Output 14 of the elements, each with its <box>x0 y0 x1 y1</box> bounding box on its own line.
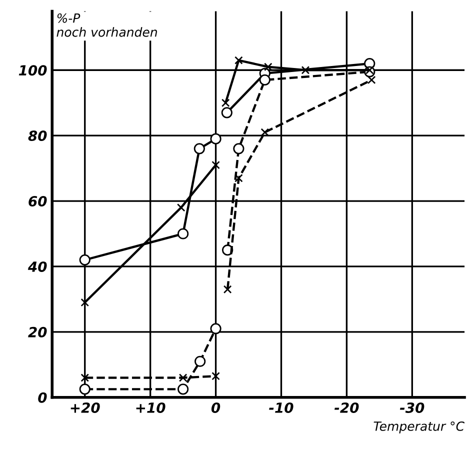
y-tick-label: 40 <box>28 261 47 272</box>
y-axis-title: %-P noch vorhanden <box>56 13 157 37</box>
y-tick-label: 0 <box>38 392 47 403</box>
y-tick-label: 80 <box>28 130 47 142</box>
x-tick-label: -20 <box>334 402 359 413</box>
x-axis-title: Temperatur °C <box>374 421 464 434</box>
x-tick-label: +10 <box>136 402 166 413</box>
y-tick-label: 100 <box>18 65 47 76</box>
x-tick-label: -30 <box>400 402 424 413</box>
x-tick-label: -10 <box>269 402 294 413</box>
y-tick-label: 20 <box>28 326 47 338</box>
x-tick-label: +20 <box>70 402 100 413</box>
x-tick-label: 0 <box>211 402 220 413</box>
y-tick-label: 60 <box>28 196 47 207</box>
